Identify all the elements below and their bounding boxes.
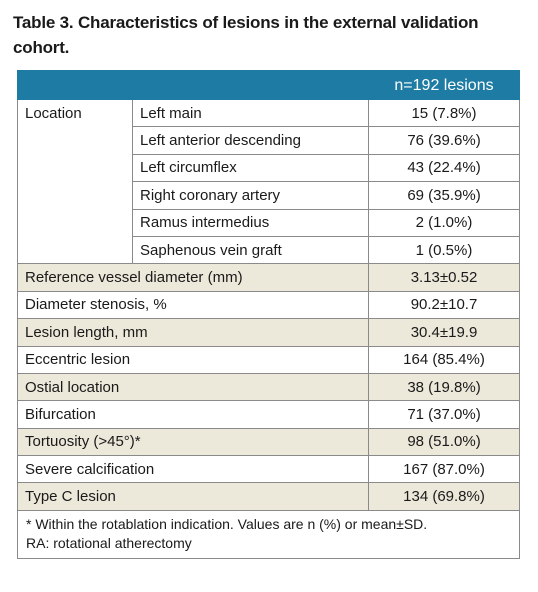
row-label: Left anterior descending: [132, 126, 369, 155]
row-label: Bifurcation: [17, 400, 369, 429]
row-value: 164 (85.4%): [368, 345, 520, 374]
row-value: 30.4±19.9: [368, 318, 520, 347]
row-value: 38 (19.8%): [368, 372, 520, 402]
lesion-characteristics-table: n=192 lesions Location Left main 15 (7.8…: [17, 70, 520, 559]
row-label: Reference vessel diameter (mm): [17, 263, 369, 292]
row-label: Saphenous vein graft: [132, 235, 369, 265]
table-row: Severe calcification 167 (87.0%): [17, 455, 520, 484]
row-value: 76 (39.6%): [368, 126, 520, 155]
table-row-location-lcx: Left circumflex 43 (22.4%): [18, 153, 520, 183]
row-label: Severe calcification: [17, 455, 369, 484]
table-title: Table 3. Characteristics of lesions in t…: [13, 13, 479, 57]
table-row-location-ramus: Ramus intermedius 2 (1.0%): [18, 208, 520, 237]
footnote-line: * Within the rotablation indication. Val…: [26, 515, 428, 532]
table-row-location-rca: Right coronary artery 69 (35.9%): [18, 181, 520, 210]
table-row-location-left-main: Location Left main 15 (7.8%): [17, 98, 520, 265]
row-label: Ostial location: [17, 372, 369, 402]
table-row: Eccentric lesion 164 (85.4%): [17, 345, 520, 374]
row-label: Type C lesion: [17, 482, 369, 511]
table-row-location-lad: Left anterior descending 76 (39.6%): [18, 126, 520, 155]
row-value: 3.13±0.52: [368, 263, 520, 292]
row-value: 2 (1.0%): [368, 208, 520, 237]
table-row: Reference vessel diameter (mm) 3.13±0.52: [17, 263, 520, 292]
row-value: 134 (69.8%): [368, 482, 520, 511]
table-row: Bifurcation 71 (37.0%): [17, 400, 520, 429]
location-group-label: Location: [17, 98, 133, 265]
row-label: Diameter stenosis, %: [17, 290, 369, 320]
table-footnote-row: * Within the rotablation indication. Val…: [17, 509, 520, 559]
row-label: Ramus intermedius: [132, 208, 369, 237]
row-label: Tortuosity (>45°)*: [17, 427, 369, 457]
row-value: 90.2±10.7: [368, 290, 520, 320]
table-row: Tortuosity (>45°)* 98 (51.0%): [17, 427, 520, 457]
row-value: 98 (51.0%): [368, 427, 520, 457]
row-label: Lesion length, mm: [17, 318, 369, 347]
row-label: Left main: [132, 98, 369, 128]
row-label: Left circumflex: [132, 153, 369, 183]
row-value: 167 (87.0%): [368, 455, 520, 484]
row-value: 71 (37.0%): [368, 400, 520, 429]
footnote-line: RA: rotational atherectomy: [26, 534, 192, 551]
table-row-location-svg: Saphenous vein graft 1 (0.5%): [18, 235, 520, 265]
header-label-cell: [17, 70, 369, 100]
table-row: Ostial location 38 (19.8%): [17, 372, 520, 402]
table-row: Type C lesion 134 (69.8%): [17, 482, 520, 511]
table-row: Lesion length, mm 30.4±19.9: [17, 318, 520, 347]
row-label: Eccentric lesion: [17, 345, 369, 374]
row-value: 1 (0.5%): [368, 235, 520, 265]
header-count-cell: n=192 lesions: [368, 70, 520, 100]
table-header-row: n=192 lesions: [17, 70, 520, 100]
row-value: 69 (35.9%): [368, 181, 520, 210]
row-value: 43 (22.4%): [368, 153, 520, 183]
table-footnote: * Within the rotablation indication. Val…: [17, 509, 520, 559]
row-label: Right coronary artery: [132, 181, 369, 210]
table-row: Diameter stenosis, % 90.2±10.7: [17, 290, 520, 320]
row-value: 15 (7.8%): [368, 98, 520, 128]
